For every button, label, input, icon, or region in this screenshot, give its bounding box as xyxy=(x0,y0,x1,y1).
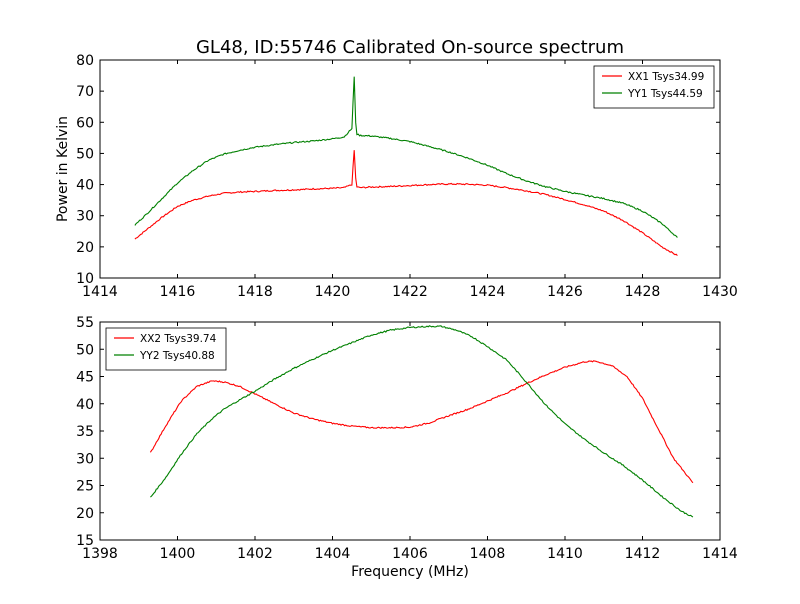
y-tick-label: 40 xyxy=(76,397,94,413)
x-tick-label: 1398 xyxy=(82,546,118,562)
legend-box xyxy=(593,65,715,109)
plot-panel-1: 1414 1416 1418 1420 1422 1424 1426 1428 1430 10 20… xyxy=(55,53,738,300)
x-tick-label: 1414 xyxy=(702,546,738,562)
y-tick-label: 35 xyxy=(76,424,94,440)
y-tick-label: 10 xyxy=(76,271,94,287)
legend-label: XX1 Tsys34.99 xyxy=(628,71,704,83)
series-line-yy1 xyxy=(134,76,678,238)
x-tick-label: 1412 xyxy=(625,546,661,562)
y-tick-label: 20 xyxy=(76,506,94,522)
chart-title: GL48, ID:55746 Calibrated On-source spec… xyxy=(196,37,624,58)
x-tick-label: 1424 xyxy=(470,284,506,300)
x-tick-label: 1416 xyxy=(160,284,196,300)
legend: XX1 Tsys34.99 YY1 Tsys44.59 xyxy=(593,65,715,109)
y-tick-label: 30 xyxy=(76,209,94,225)
y-tick-label: 80 xyxy=(76,53,94,69)
series-line-xx2 xyxy=(149,360,694,484)
x-tick-label: 1414 xyxy=(82,284,118,300)
x-tick-label: 1418 xyxy=(237,284,273,300)
series-line-yy2 xyxy=(150,325,694,518)
legend-box xyxy=(105,327,227,371)
y-tick-label: 15 xyxy=(76,533,94,549)
legend-label: YY1 Tsys44.59 xyxy=(627,88,703,100)
plot-panel-2: 1398 1400 1402 1404 1406 1408 1410 1412 1414 15 20… xyxy=(76,315,738,580)
y-axis-label: Power in Kelvin xyxy=(55,116,71,222)
y-tick-label: 45 xyxy=(76,370,94,386)
x-axis-label: Frequency (MHz) xyxy=(351,564,469,580)
y-tick-label: 40 xyxy=(76,178,94,194)
x-tick-label: 1422 xyxy=(392,284,428,300)
x-tick-label: 1428 xyxy=(625,284,661,300)
legend: XX2 Tsys39.74 YY2 Tsys40.88 xyxy=(105,327,227,371)
y-tick-label: 25 xyxy=(76,479,94,495)
y-tick-label: 55 xyxy=(76,315,94,331)
legend-label: YY2 Tsys40.88 xyxy=(139,350,215,362)
x-tick-label: 1430 xyxy=(702,284,738,300)
x-tick-label: 1406 xyxy=(392,546,428,562)
x-tick-label: 1402 xyxy=(237,546,273,562)
x-tick-label: 1426 xyxy=(547,284,583,300)
y-tick-label: 50 xyxy=(76,342,94,358)
y-tick-label: 20 xyxy=(76,240,94,256)
x-tick-label: 1404 xyxy=(315,546,351,562)
x-tick-label: 1420 xyxy=(315,284,351,300)
y-tick-label: 30 xyxy=(76,451,94,467)
y-tick-label: 60 xyxy=(76,115,94,131)
x-tick-label: 1408 xyxy=(470,546,506,562)
legend-label: XX2 Tsys39.74 xyxy=(140,333,217,345)
y-tick-label: 50 xyxy=(76,146,94,162)
y-tick-label: 70 xyxy=(76,84,94,100)
series-line-xx1 xyxy=(134,150,678,256)
x-tick-label: 1410 xyxy=(547,546,583,562)
x-tick-label: 1400 xyxy=(160,546,196,562)
